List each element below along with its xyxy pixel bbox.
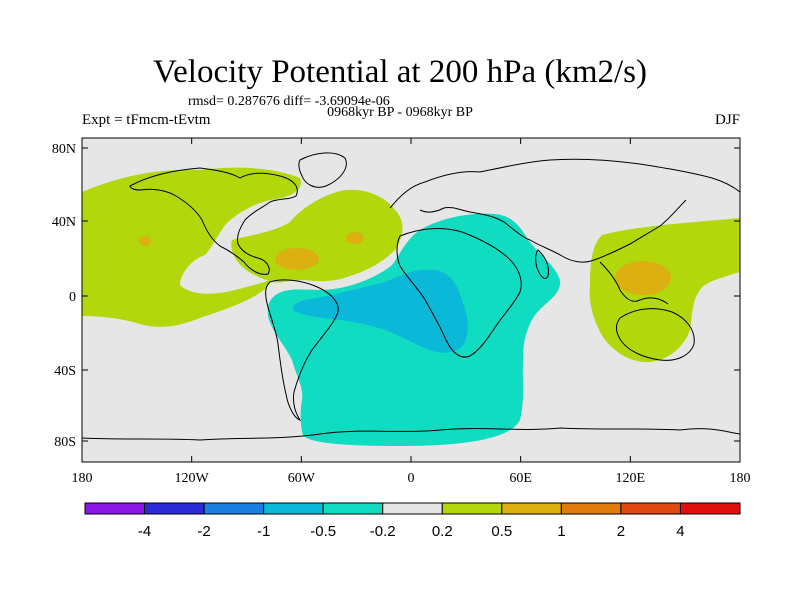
experiment-label: Expt = tFmcm-tEvtm: [82, 112, 211, 128]
colorbar-label: -2: [197, 523, 210, 540]
period-text: 0968kyr BP - 0968kyr BP: [327, 105, 473, 120]
lat-tick-label: 80N: [52, 142, 76, 157]
map-title: Velocity Potential at 200 hPa (km2/s): [152, 54, 648, 90]
colorbar-swatch: [501, 502, 562, 515]
lon-tick-label: 120W: [175, 471, 210, 486]
colorbar-swatch: [560, 502, 622, 515]
lat-tick-label: 40S: [54, 364, 76, 379]
colorbar-label: 0.2: [432, 523, 453, 540]
contour-positive-north-america: [82, 167, 301, 327]
contour-strong-positive-pacific: [139, 236, 151, 246]
coastlines: [82, 152, 740, 441]
colorbar-label: 0.5: [491, 523, 512, 540]
colorbar-label: -4: [138, 523, 151, 540]
coast-india: [535, 249, 549, 279]
colorbar-swatch: [441, 502, 503, 515]
colorbar-swatch: [322, 502, 384, 515]
lon-tick-label: 120E: [616, 471, 646, 486]
coast-southeast-asia: [599, 261, 669, 305]
longitude-axis: 180 120W 60W 0 60E 120E 180: [72, 138, 751, 486]
colorbar: -4 -2 -1 -0.5 -0.2 0.2 0.5 1 2 4: [84, 502, 741, 540]
map-panel: [82, 138, 740, 462]
lon-tick-label: 180: [72, 471, 93, 486]
season-label: DJF: [714, 112, 740, 128]
colorbar-label: 1: [557, 523, 565, 540]
colorbar-label: -0.5: [310, 523, 336, 540]
colorbar-swatch: [263, 502, 324, 515]
lat-tick-label: 80S: [54, 435, 76, 450]
colorbar-swatch: [144, 502, 205, 515]
contour-positive-west-edge: [82, 262, 98, 276]
latitude-axis: 80N 40N 0 40S 80S: [52, 142, 740, 450]
contour-positive-atlantic: [231, 189, 403, 283]
coast-europe-asia: [389, 158, 740, 263]
coast-north-america: [129, 167, 298, 275]
stats-text: rmsd= 0.287676 diff= -3.69094e-06: [188, 94, 390, 109]
coast-greenland: [298, 152, 347, 188]
colorbar-label: 2: [617, 523, 625, 540]
lat-tick-label: 0: [69, 290, 76, 305]
lon-tick-label: 60E: [509, 471, 532, 486]
coast-south-america: [265, 279, 339, 421]
colorbar-swatch: [84, 502, 146, 515]
contour-positive-maritime: [589, 218, 740, 363]
colorbar-label: -1: [257, 523, 270, 540]
lon-tick-label: 60W: [288, 471, 316, 486]
lon-tick-label: 0: [408, 471, 415, 486]
colorbar-label: 4: [676, 523, 684, 540]
contour-strong-positive-atlantic: [346, 232, 364, 244]
contour-strong-positive-maritime: [615, 261, 671, 295]
lat-tick-label: 40N: [52, 215, 76, 230]
coast-australia: [615, 308, 695, 361]
coast-africa: [396, 228, 522, 358]
colorbar-label: -0.2: [370, 523, 396, 540]
contour-strong-positive-caribbean: [275, 248, 319, 270]
colorbar-swatch: [382, 502, 443, 515]
colorbar-swatch: [203, 502, 265, 515]
lon-tick-label: 180: [730, 471, 751, 486]
coast-antarctica: [82, 427, 740, 441]
colorbar-swatch: [679, 502, 741, 515]
colorbar-swatch: [620, 502, 681, 515]
contour-strong-negative-core: [292, 269, 468, 353]
